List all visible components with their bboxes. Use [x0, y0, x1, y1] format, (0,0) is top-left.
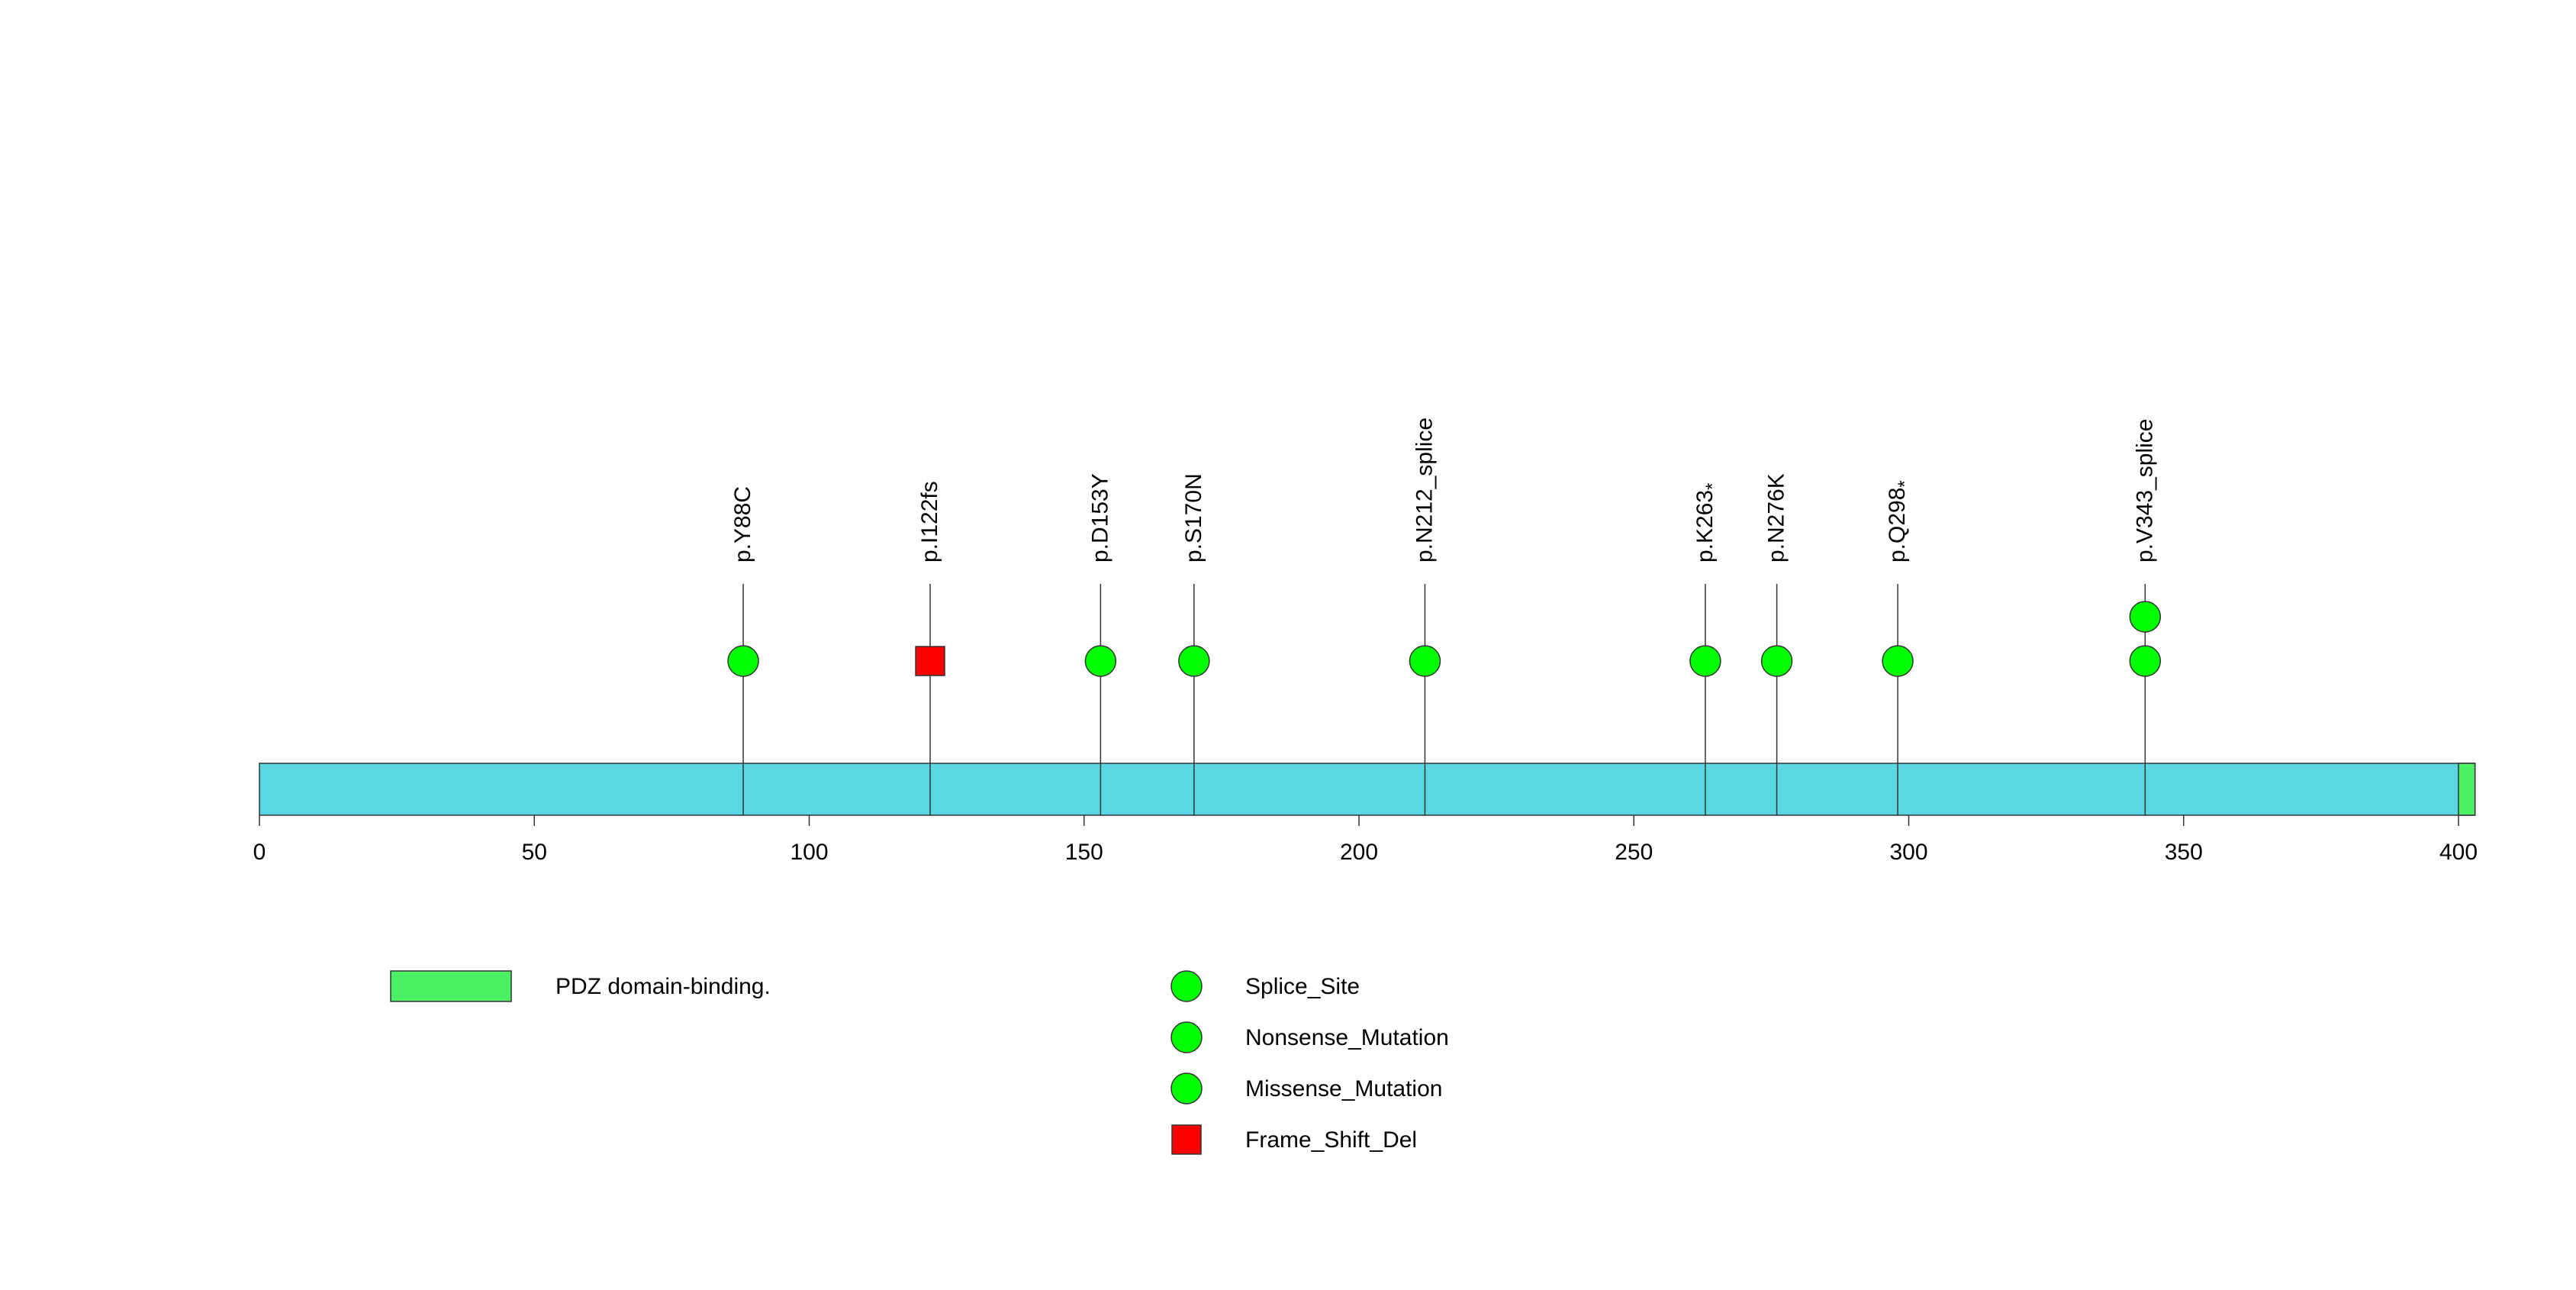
- mutation-circle: [1178, 645, 1210, 677]
- mutation-stems: [742, 584, 2146, 661]
- mutation-markers: [727, 601, 2162, 677]
- x-tick-label: 100: [790, 840, 828, 865]
- mutation-type-legend: Splice_Site Nonsense_Mutation Missense_Mut…: [1170, 970, 1449, 1155]
- protein-bar: [259, 763, 2476, 816]
- mutation-circle: [1882, 645, 1914, 677]
- x-tick-label: 0: [253, 840, 266, 865]
- mutation-label: p.D153Y: [1087, 473, 1113, 563]
- mutation-circle: [1409, 645, 1441, 677]
- x-tick-label: 250: [1615, 840, 1653, 865]
- domain-rect: [2458, 763, 2476, 816]
- mutation-circle: [1084, 645, 1117, 677]
- x-tick-label: 400: [2439, 840, 2478, 865]
- mutation-label: p.Q298*: [1885, 480, 1915, 563]
- legend-domain-swatch: [390, 970, 512, 1002]
- domain-legend: PDZ domain-binding.: [390, 970, 771, 1002]
- legend-type-label: Missense_Mutation: [1245, 1076, 1442, 1101]
- legend-circle-icon: [1170, 970, 1203, 1002]
- mutation-label: p.S170N: [1181, 473, 1206, 563]
- legend-type-label: Frame_Shift_Del: [1245, 1127, 1417, 1153]
- mutation-label: p.N276K: [1764, 473, 1789, 563]
- x-tick-label: 150: [1065, 840, 1103, 865]
- mutation-labels: p.Y88C p.I122fs p.D153Y p.S170N p.N212_splic…: [730, 418, 2157, 563]
- mutation-circle: [2129, 645, 2162, 677]
- domain-regions: [2458, 763, 2476, 816]
- x-tick-label: 300: [1889, 840, 1927, 865]
- x-axis: 0 50 100 150 200 250 300 350 400: [253, 815, 2478, 865]
- legend-circle-icon: [1170, 1021, 1203, 1053]
- mutation-circle: [2129, 601, 2162, 633]
- mutation-circle: [1689, 645, 1721, 677]
- mutation-bar-lines: [742, 661, 2146, 815]
- mutation-label: p.K263*: [1692, 483, 1723, 563]
- mutation-square: [915, 646, 945, 676]
- x-tick-label: 200: [1340, 840, 1378, 865]
- legend-type-label: Nonsense_Mutation: [1245, 1025, 1449, 1050]
- mutation-label: p.N212_splice: [1412, 418, 1437, 563]
- mutation-circle: [727, 645, 759, 677]
- mutation-label: p.Y88C: [730, 486, 755, 563]
- x-tick-label: 350: [2165, 840, 2203, 865]
- legend-circle-icon: [1170, 1072, 1203, 1105]
- mutation-label: p.V343_splice: [2132, 419, 2157, 563]
- legend-type-label: Splice_Site: [1245, 974, 1360, 999]
- mutation-circle: [1760, 645, 1793, 677]
- x-tick-label: 50: [522, 840, 547, 865]
- legend-square-icon: [1171, 1124, 1202, 1155]
- mutation-label: p.I122fs: [917, 481, 942, 563]
- legend-domain-label: PDZ domain-binding.: [555, 974, 771, 999]
